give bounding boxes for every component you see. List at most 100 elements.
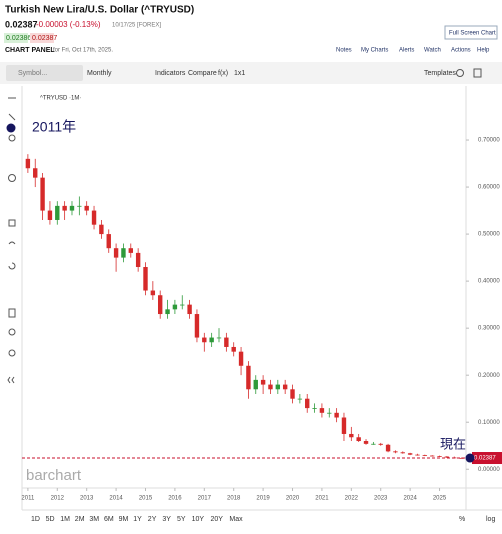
candle-body — [253, 379, 258, 390]
save-icon[interactable] — [473, 68, 482, 78]
x-tick-label: 2012 — [51, 496, 65, 502]
range-button[interactable]: 2M — [75, 516, 85, 523]
range-button[interactable]: Max — [229, 516, 243, 523]
symbol-input[interactable] — [6, 65, 83, 81]
candle-body — [91, 210, 97, 225]
tool-undo[interactable] — [8, 262, 16, 270]
period-select[interactable]: Monthly — [87, 70, 112, 77]
range-button[interactable]: 9M — [119, 516, 129, 523]
candle-body — [268, 384, 273, 390]
candle-body — [297, 398, 303, 400]
y-tick-label: 0.30000 — [478, 326, 500, 332]
header-link[interactable]: Help — [477, 48, 490, 54]
fullscreen-label[interactable]: Full Screen Chart — [449, 31, 496, 37]
range-button[interactable]: 5Y — [177, 516, 186, 523]
x-tick-label: 2023 — [374, 496, 388, 502]
candle-body — [260, 379, 266, 385]
y-tick-label: 0.20000 — [478, 373, 500, 379]
candle-body — [55, 205, 60, 220]
x-tick-label: 2021 — [315, 496, 329, 502]
candle-body — [444, 456, 450, 458]
candle-body — [143, 267, 148, 291]
tool-delete[interactable] — [8, 308, 16, 318]
candle-body — [290, 389, 295, 399]
tool-shape[interactable] — [8, 134, 16, 142]
range-button[interactable]: 1Y — [133, 516, 142, 523]
log-toggle[interactable]: log — [486, 516, 495, 523]
last-price-label: 0.02387 — [474, 456, 496, 462]
x-tick-label: 2017 — [198, 496, 212, 502]
candle-body — [246, 365, 251, 390]
x-tick-label: 2015 — [139, 496, 153, 502]
candle-body — [40, 177, 45, 211]
header-link[interactable]: Watch — [424, 48, 441, 54]
candle-body — [319, 408, 325, 413]
indicators-button[interactable]: Indicators — [155, 70, 186, 77]
compare-button[interactable]: Compare — [188, 70, 217, 77]
tool-zoom-in[interactable] — [8, 328, 16, 336]
candle-body — [202, 337, 207, 343]
y-tick-label: 0.10000 — [478, 420, 500, 426]
header-links: Notes My Charts Alerts Watch Actions Help — [336, 48, 490, 54]
quote-date: 10/17/25 [FOREX] — [112, 23, 161, 29]
symbol-placeholder[interactable]: Symbol... — [18, 70, 47, 77]
tool-fib[interactable] — [8, 174, 16, 182]
annotation: 現在 — [440, 436, 466, 451]
candle-body — [378, 443, 383, 445]
candle-body — [459, 457, 464, 459]
range-button[interactable]: 3Y — [162, 516, 171, 523]
candle-body — [334, 412, 339, 418]
header-link[interactable]: Alerts — [399, 48, 414, 54]
tool-line[interactable] — [8, 113, 16, 121]
candle-body — [106, 234, 111, 249]
ask: 0.02387 — [32, 35, 57, 42]
range-button[interactable]: 20Y — [211, 516, 224, 523]
header-link[interactable]: Notes — [336, 48, 352, 54]
candle-body — [77, 205, 82, 207]
header-link[interactable]: Actions — [451, 48, 471, 54]
x-tick-label: 2024 — [403, 496, 417, 502]
candle-body — [415, 454, 420, 456]
range-button[interactable]: 5D — [46, 516, 55, 523]
candle-body — [371, 443, 376, 445]
candle-body — [356, 437, 361, 442]
toolbar — [0, 62, 502, 84]
y-tick-label: 0.40000 — [478, 279, 500, 285]
fullscreen-button[interactable] — [444, 25, 498, 40]
tool-collapse[interactable] — [7, 376, 15, 384]
layout-button[interactable]: 1x1 — [234, 70, 245, 77]
range-button[interactable]: 1D — [31, 516, 40, 523]
last-price: 0.02387 — [5, 19, 38, 29]
candle-body — [437, 456, 442, 457]
range-button[interactable]: 2Y — [148, 516, 157, 523]
tool-lock[interactable] — [8, 241, 16, 245]
templates-button[interactable]: Templates — [424, 70, 456, 77]
candle-body — [187, 304, 192, 315]
candle-body — [150, 290, 156, 296]
settings-icon[interactable] — [456, 69, 464, 77]
candle-body — [422, 455, 428, 456]
candle-body — [157, 295, 163, 315]
last-price-box — [472, 452, 502, 465]
x-tick-label: 2022 — [345, 496, 359, 502]
range-button[interactable]: 6M — [104, 516, 114, 523]
candle-body — [113, 248, 119, 258]
candle-body — [69, 205, 75, 211]
range-button[interactable]: 3M — [89, 516, 99, 523]
percent-toggle[interactable]: % — [459, 516, 465, 523]
y-tick-label: 0.70000 — [478, 138, 500, 144]
y-tick-label: 0.00000 — [478, 467, 500, 473]
tool-magnet[interactable] — [8, 219, 16, 227]
range-button[interactable]: 1M — [60, 516, 70, 523]
range-button[interactable]: 10Y — [192, 516, 205, 523]
candle-body — [238, 351, 244, 366]
x-tick-label: 2020 — [286, 496, 300, 502]
candle-body — [165, 309, 170, 315]
candle-body — [47, 210, 53, 220]
candle-body — [62, 205, 67, 211]
candle-body — [400, 452, 405, 454]
tool-zoom-out[interactable] — [8, 349, 16, 357]
fx-button[interactable]: f(x) — [218, 70, 228, 77]
header-link[interactable]: My Charts — [361, 48, 388, 54]
